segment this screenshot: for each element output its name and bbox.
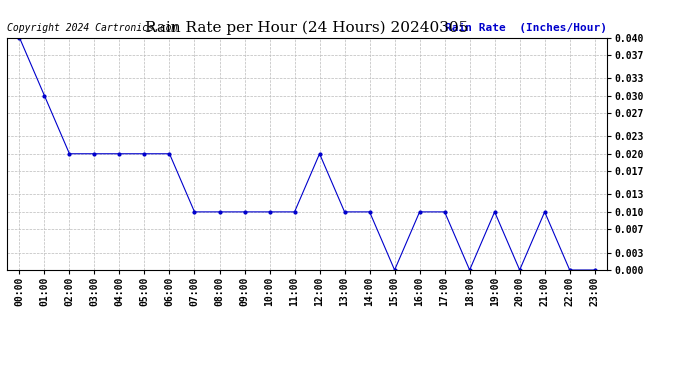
- Text: Copyright 2024 Cartronics.com: Copyright 2024 Cartronics.com: [7, 23, 177, 33]
- Title: Rain Rate per Hour (24 Hours) 20240305: Rain Rate per Hour (24 Hours) 20240305: [146, 21, 469, 35]
- Text: Rain Rate  (Inches/Hour): Rain Rate (Inches/Hour): [445, 23, 607, 33]
